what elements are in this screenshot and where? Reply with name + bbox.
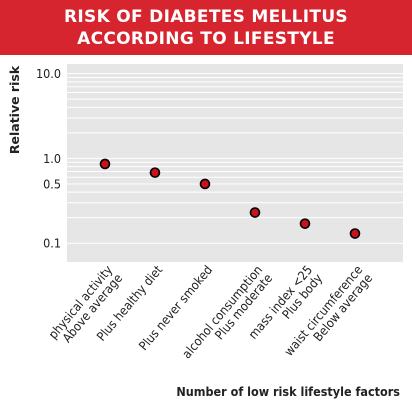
chart-title-line-1: RISK OF DIABETES MELLITUS [64,6,348,27]
data-point [199,178,211,190]
y-tick-label: 1.0 [43,151,61,166]
data-point [249,207,261,218]
data-point [299,218,311,229]
chart-title-line-2: ACCORDING TO LIFESTYLE [77,28,335,49]
plot-area [67,64,403,262]
y-axis-label: Relative risk [7,65,22,154]
data-point [349,228,361,239]
y-tick-labels: 10.0 1.0 0.5 0.1 [36,66,61,251]
y-tick-label: 0.5 [43,176,61,191]
data-points [99,158,361,239]
y-tick-label: 0.1 [43,236,61,251]
x-axis-label: Number of low risk lifestyle factors [176,384,400,399]
data-point [99,158,111,170]
data-point [149,167,161,178]
gridlines [67,73,403,244]
y-tick-label: 10.0 [36,66,61,81]
chart-title-banner: RISK OF DIABETES MELLITUS ACCORDING TO L… [0,0,412,55]
